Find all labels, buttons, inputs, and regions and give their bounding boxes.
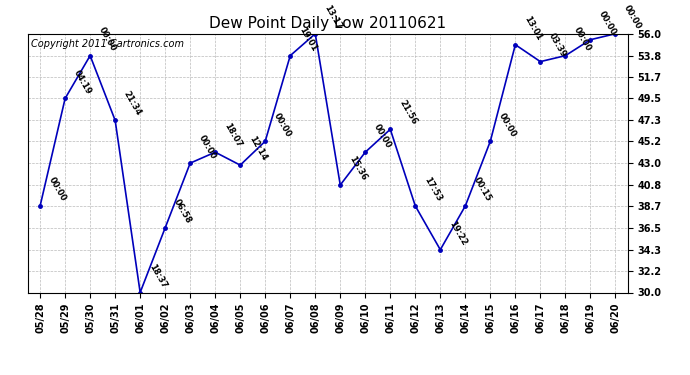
Text: 17:53: 17:53 — [422, 176, 444, 203]
Text: 00:00: 00:00 — [97, 26, 118, 53]
Text: 13:17: 13:17 — [322, 3, 344, 31]
Text: 13:01: 13:01 — [522, 14, 544, 42]
Text: 04:19: 04:19 — [72, 68, 93, 96]
Text: 12:14: 12:14 — [247, 135, 268, 162]
Text: 15:36: 15:36 — [347, 154, 368, 182]
Text: 00:15: 00:15 — [472, 176, 493, 203]
Title: Dew Point Daily Low 20110621: Dew Point Daily Low 20110621 — [209, 16, 446, 31]
Text: 19:22: 19:22 — [447, 219, 469, 247]
Text: 00:00: 00:00 — [622, 4, 643, 31]
Text: 00:00: 00:00 — [598, 10, 618, 37]
Text: 19:01: 19:01 — [297, 25, 318, 53]
Text: 03:39: 03:39 — [547, 32, 569, 59]
Text: 00:00: 00:00 — [497, 111, 518, 138]
Text: 18:07: 18:07 — [222, 122, 243, 149]
Text: 18:37: 18:37 — [147, 262, 168, 290]
Text: 06:58: 06:58 — [172, 198, 193, 225]
Text: 00:00: 00:00 — [272, 111, 293, 138]
Text: 00:00: 00:00 — [197, 133, 218, 160]
Text: 00:00: 00:00 — [572, 26, 593, 53]
Text: 00:00: 00:00 — [47, 176, 68, 203]
Text: 00:00: 00:00 — [372, 122, 393, 149]
Text: 21:34: 21:34 — [122, 90, 144, 117]
Text: 21:56: 21:56 — [397, 99, 418, 126]
Text: Copyright 2011 Cartronics.com: Copyright 2011 Cartronics.com — [30, 39, 184, 49]
